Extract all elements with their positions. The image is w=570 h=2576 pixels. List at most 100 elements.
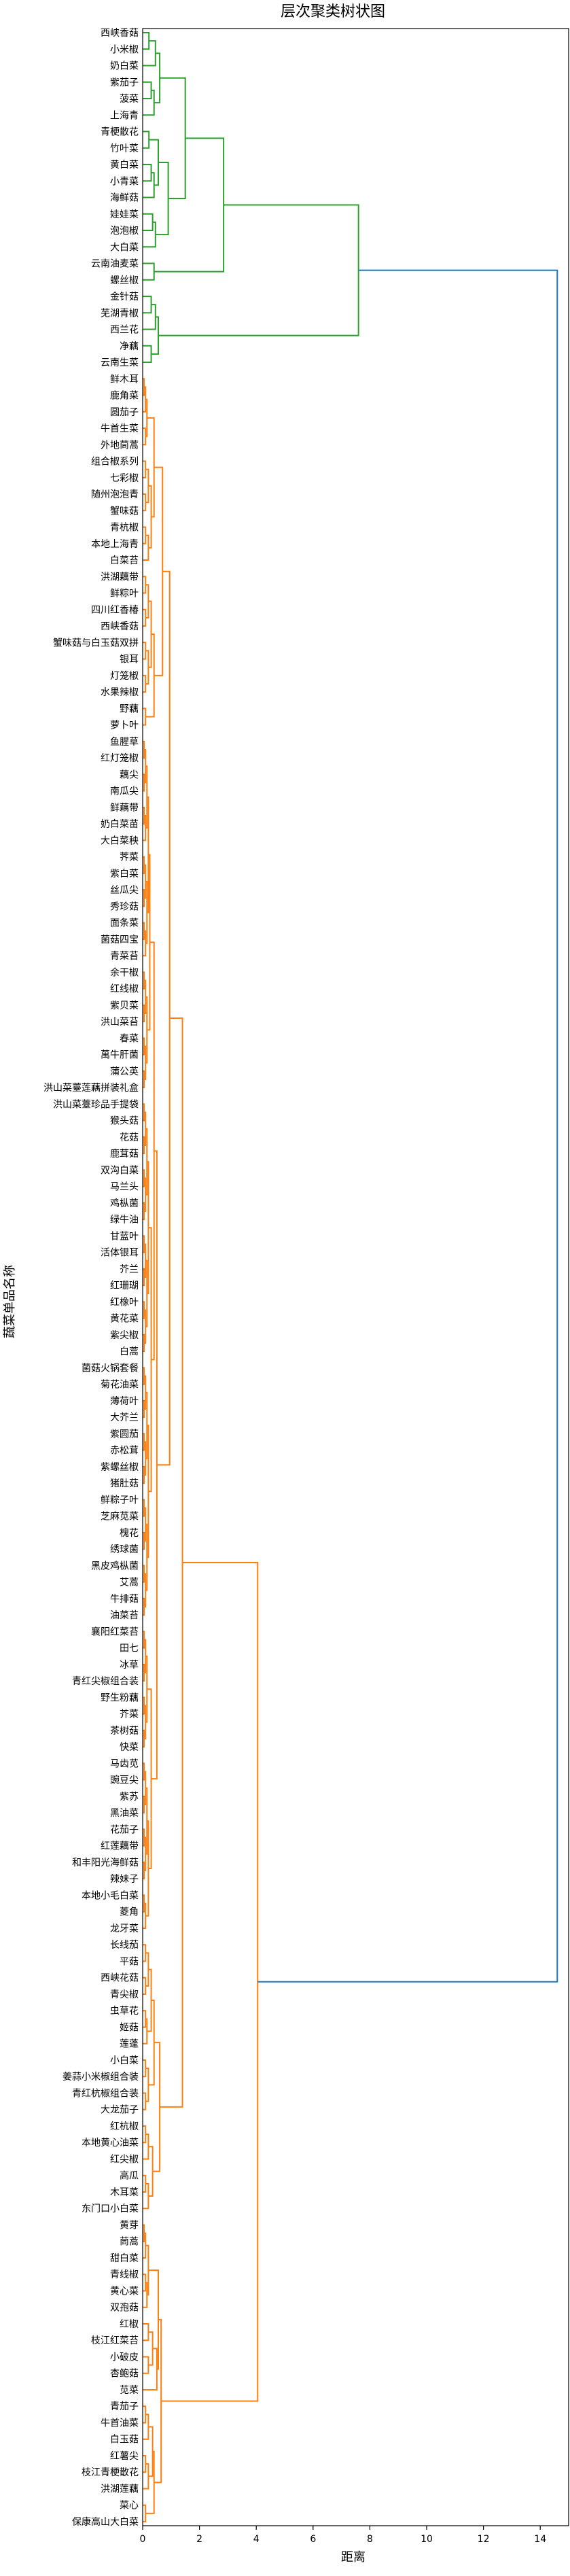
leaf-label: 萝卜叶 <box>110 720 139 731</box>
x-tick-label: 14 <box>534 2534 546 2545</box>
leaf-label: 洪山菜薹莲藕拼装礼盒 <box>43 1082 139 1094</box>
leaf-label: 黄芽 <box>120 2219 139 2231</box>
leaf-label: 猴头菇 <box>110 1116 139 1127</box>
leaf-label: 绣球菌 <box>110 1544 139 1555</box>
leaf-label: 黄花菜 <box>110 1313 139 1325</box>
dendrogram-link-g12 <box>155 161 169 236</box>
leaf-label: 高瓜 <box>120 2170 139 2182</box>
leaf-label: 木耳菜 <box>110 2187 139 2198</box>
leaf-label: 泡泡椒 <box>110 226 139 237</box>
leaf-label: 随州泡泡青 <box>91 489 139 500</box>
leaf-label: 小白菜 <box>110 2055 139 2066</box>
leaf-label: 本地小毛白菜 <box>82 1890 139 1901</box>
leaf-label: 花菇 <box>120 1132 139 1143</box>
leaf-label: 青茄子 <box>110 2401 139 2412</box>
leaf-label: 蟹味菇与白玉菇双拼 <box>53 638 139 648</box>
leaf-label: 东门口小白菜 <box>82 2204 139 2214</box>
leaf-label: 金针菇 <box>110 292 139 302</box>
x-tick-label: 12 <box>478 2534 490 2545</box>
leaf-label: 虫草花 <box>110 2006 139 2017</box>
leaf-label: 白蒿 <box>120 1346 139 1357</box>
dendrogram-link-top <box>257 269 558 1983</box>
dendrogram-link-q18 <box>154 2318 162 2484</box>
leaf-label: 黑油菜 <box>110 1808 139 1819</box>
x-tick-label: 0 <box>140 2534 146 2545</box>
leaf-label: 小青菜 <box>110 176 139 187</box>
dendrogram-link-q06 <box>143 2322 149 2342</box>
plot-frame <box>142 28 569 2526</box>
leaf-label: 鲜藕带 <box>110 803 139 814</box>
leaf-label: 奶白菜 <box>110 61 139 72</box>
leaf-label: 西峡香菇 <box>101 28 139 39</box>
leaf-label: 大芥兰 <box>110 1412 139 1423</box>
leaf-label: 青红尖椒组合装 <box>72 1676 139 1687</box>
leaf-label: 鲜粽子叶 <box>101 1495 139 1505</box>
leaf-label: 蒲公英 <box>110 1066 139 1077</box>
leaf-label: 茶树菇 <box>110 1726 139 1737</box>
leaf-label: 净藕 <box>120 341 139 352</box>
leaf-label: 姬菇 <box>120 2022 139 2033</box>
dendrogram-link-o16 <box>143 674 147 693</box>
leaf-label: 艾蒿 <box>120 1578 139 1588</box>
dendrogram-link-g18 <box>143 345 152 364</box>
leaf-label: 鹿茸菇 <box>110 1148 139 1160</box>
leaf-label: 茼蒿 <box>120 2237 139 2248</box>
leaf-label: 莲蓬 <box>120 2039 139 2050</box>
leaf-label: 洪山菜苔 <box>101 1016 139 1028</box>
leaf-label: 螺丝椒 <box>110 275 139 286</box>
leaf-label: 秀珍菇 <box>110 901 139 912</box>
leaf-label: 甜白菜 <box>110 2253 139 2264</box>
leaf-label: 鲜木耳 <box>110 374 139 385</box>
leaf-label: 快菜 <box>120 1742 139 1753</box>
x-tick-label: 10 <box>421 2534 433 2545</box>
leaf-label: 辣妹子 <box>110 1874 139 1885</box>
leaf-label: 紫螺丝椒 <box>101 1462 139 1473</box>
leaf-label: 长线茄 <box>110 1939 139 1951</box>
leaf-label: 保康高山大白菜 <box>72 2516 139 2528</box>
leaf-label: 牛首生菜 <box>101 423 139 434</box>
leaf-label: 杏鲍菇 <box>110 2369 139 2380</box>
dendrogram-link-o21 <box>154 466 164 676</box>
leaf-label: 绿牛油 <box>110 1215 139 1225</box>
dendrogram-link-g07 <box>143 164 152 182</box>
leaf-label: 奶白菜苗 <box>101 819 139 830</box>
dendrogram-links <box>143 32 558 2522</box>
leaf-label: 红薯尖 <box>110 2451 139 2462</box>
dendrogram-link-o15 <box>143 642 147 660</box>
leaf-label: 组合椒系列 <box>91 457 139 468</box>
leaf-label: 芝麻苋菜 <box>101 1512 139 1522</box>
leaf-label: 紫圆茄 <box>110 1428 139 1440</box>
leaf-label: 黄心菜 <box>110 2285 139 2297</box>
leaf-label: 丝瓜尖 <box>110 885 139 896</box>
dendrogram-link-q19 <box>161 1561 259 2402</box>
leaf-label: 西峡香菇 <box>101 621 139 632</box>
leaf-label: 南瓜尖 <box>110 786 139 797</box>
dendrogram-link-g17 <box>143 304 156 330</box>
dendrogram-link-p05 <box>143 2018 148 2044</box>
leaf-label: 红尖椒 <box>110 2154 139 2165</box>
leaf-label: 小米椒 <box>110 44 139 55</box>
leaf-label: 甘蓝叶 <box>110 1231 139 1242</box>
dendrogram-link-p13 <box>143 2174 147 2193</box>
leaf-label: 芜湖青椒 <box>101 307 139 319</box>
dendrogram-link-o19 <box>143 708 147 726</box>
leaf-label: 野藕 <box>120 703 139 714</box>
x-axis-label: 距离 <box>341 2550 366 2564</box>
leaf-label: 鲜粽叶 <box>110 589 139 599</box>
leaf-label: 鸡枞菌 <box>110 1198 139 1209</box>
leaf-label: 大白菜 <box>110 242 139 253</box>
leaf-label: 花茄子 <box>110 1824 139 1835</box>
leaf-label: 菱角 <box>120 1907 139 1918</box>
dendrogram-link-p11 <box>143 2125 147 2144</box>
leaf-labels: 西峡香菇小米椒奶白菜紫茄子菠菜上海青青梗散花竹叶菜黄白菜小青菜海鲜菇娃娃菜泡泡椒… <box>43 28 139 2528</box>
leaf-label: 紫苏 <box>120 1792 139 1803</box>
leaf-label: 活体银耳 <box>101 1248 139 1259</box>
leaf-label: 鱼腥草 <box>110 736 139 748</box>
leaf-label: 外地茼蒿 <box>101 440 139 451</box>
dendrogram-link-g10 <box>143 213 154 232</box>
leaf-label: 龙牙菜 <box>110 1924 139 1934</box>
dendrogram-link-g04 <box>143 89 155 116</box>
leaf-label: 上海青 <box>110 110 139 121</box>
leaf-label: 红杭椒 <box>110 2121 139 2132</box>
